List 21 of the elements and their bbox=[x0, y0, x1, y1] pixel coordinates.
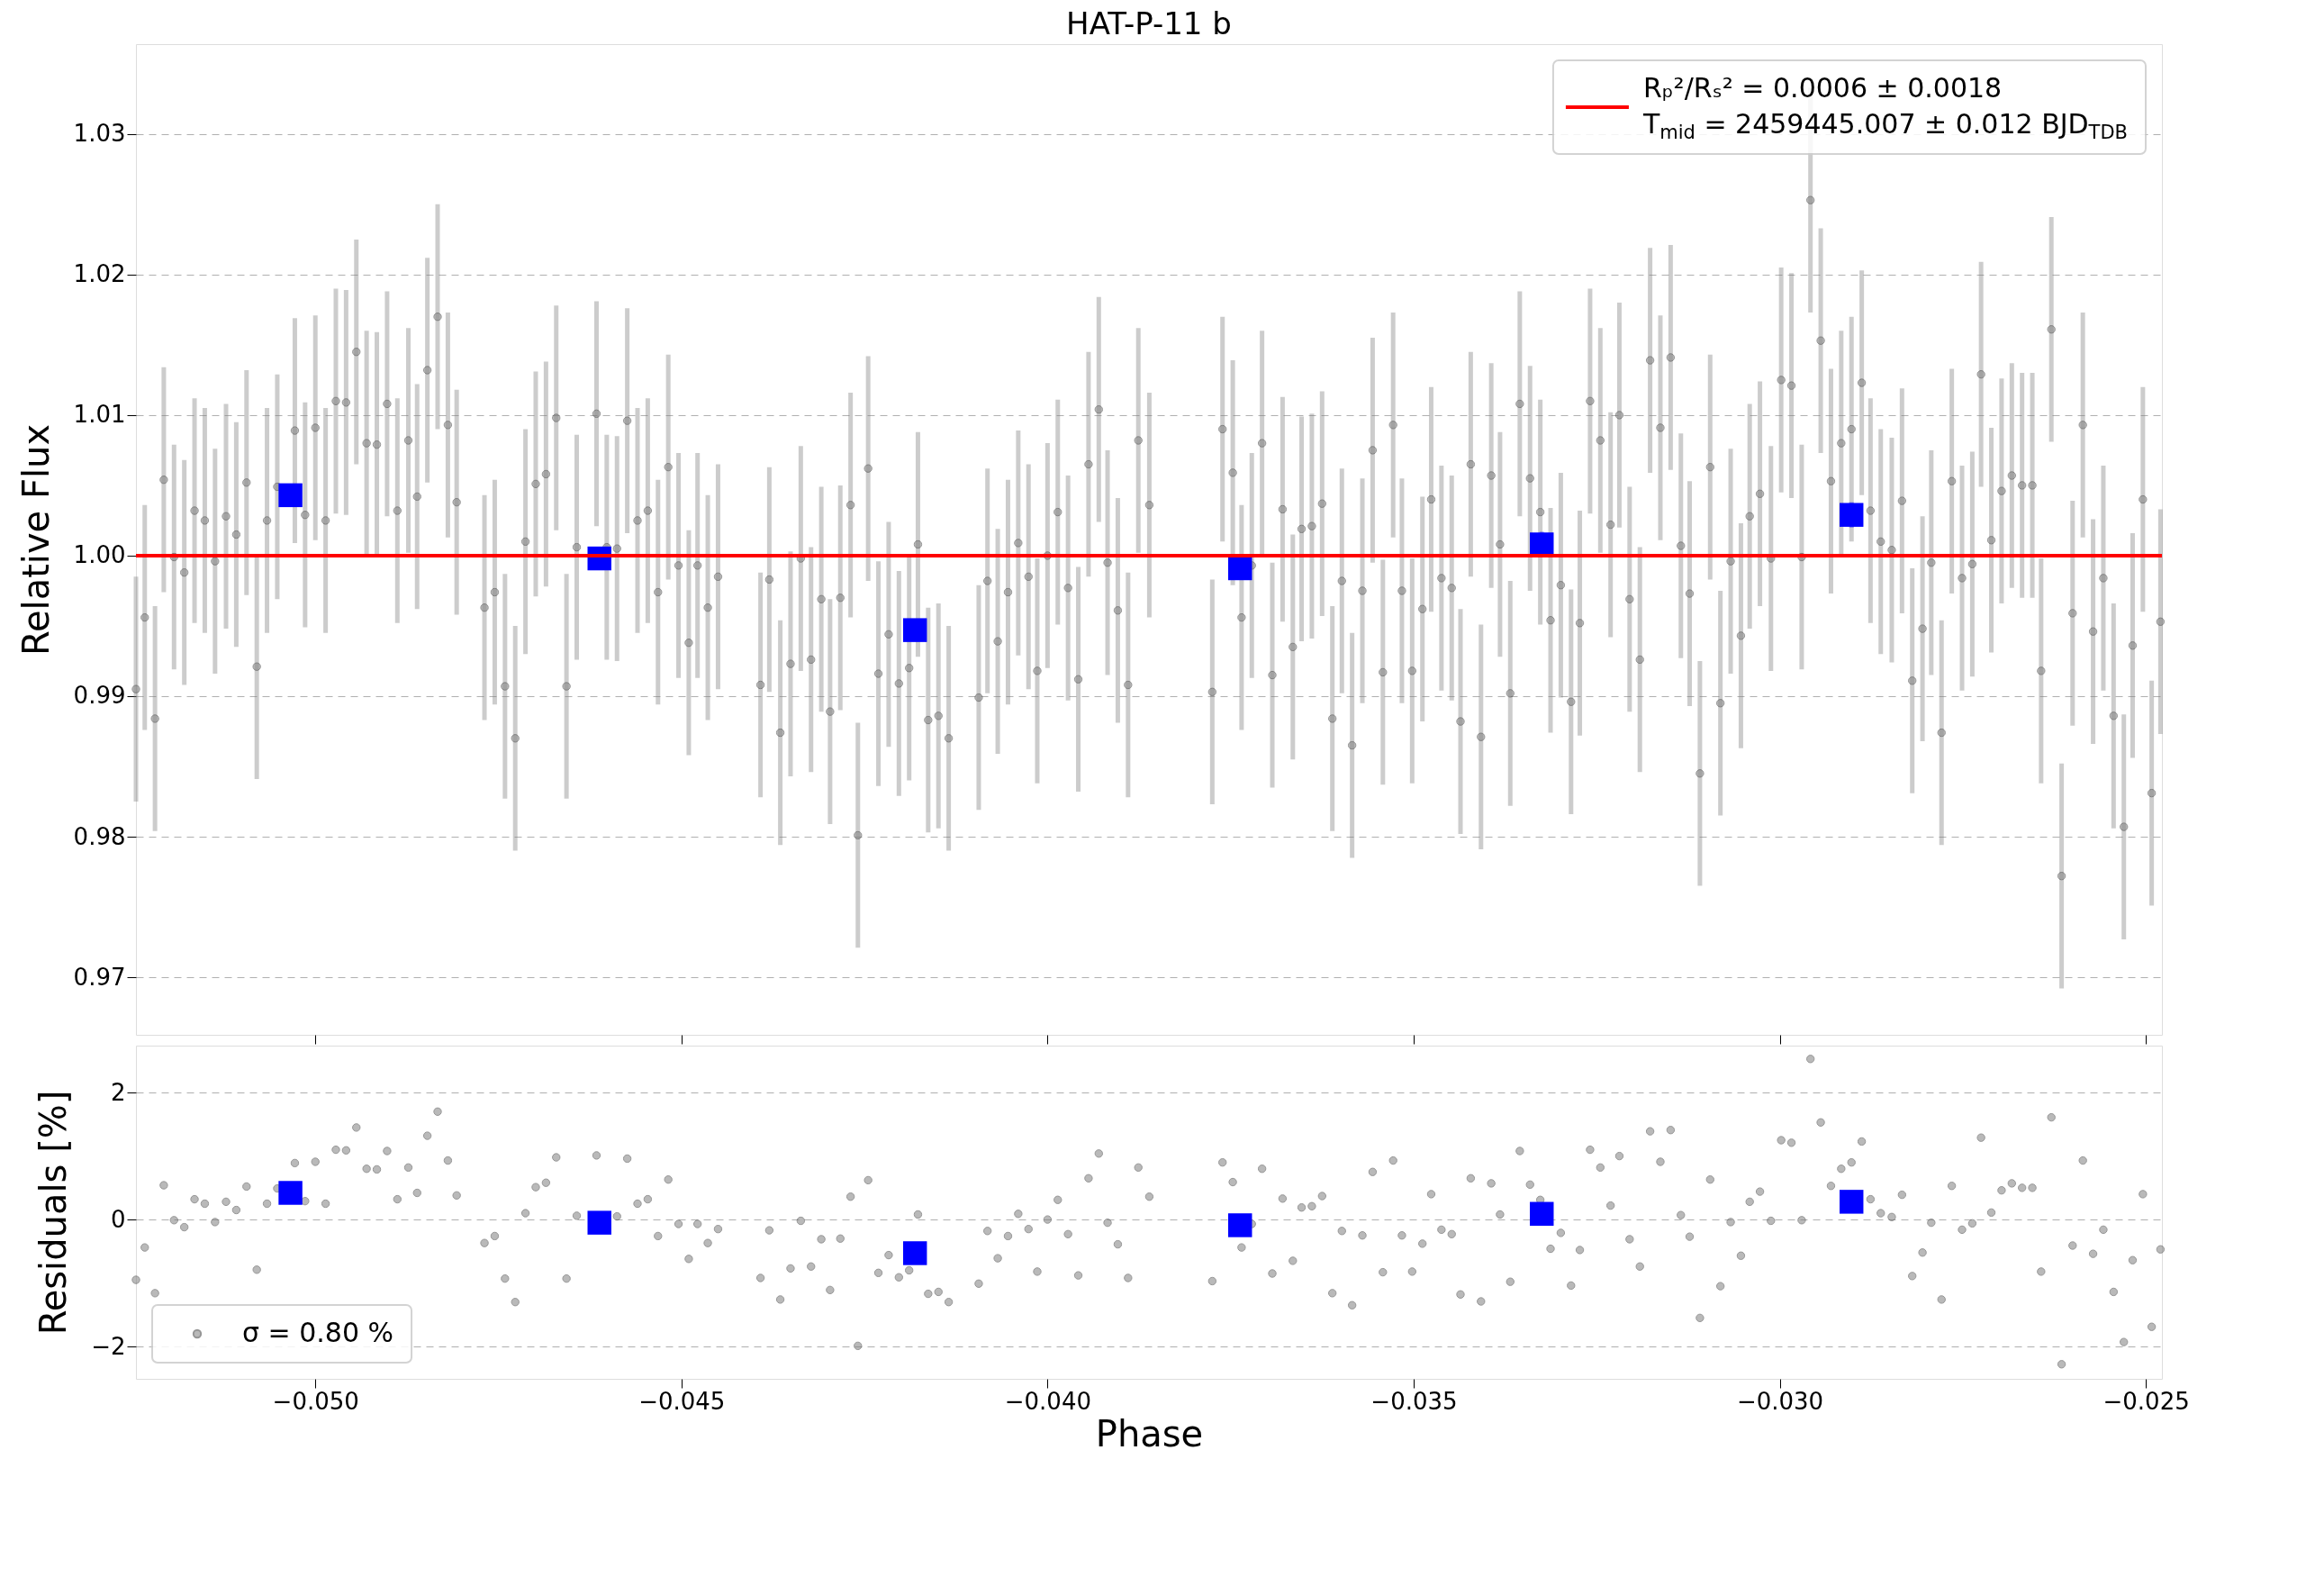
y-tick-label: 0 bbox=[110, 1205, 126, 1233]
x-tick-label: −0.040 bbox=[1004, 1387, 1091, 1415]
legend-label: σ = 0.80 % bbox=[242, 1317, 394, 1348]
y-tick-label: 0.97 bbox=[73, 963, 126, 991]
y-tick-label: 2 bbox=[110, 1078, 126, 1106]
y-tick-label: 0.98 bbox=[73, 822, 126, 850]
x-tick-label: −0.045 bbox=[638, 1387, 726, 1415]
y-tick-label: 1.00 bbox=[73, 541, 126, 569]
x-tick-label: −0.050 bbox=[272, 1387, 359, 1415]
y-axis-title: Relative Flux bbox=[14, 423, 57, 657]
y-tick-label: −2 bbox=[91, 1332, 126, 1360]
x-axis-title: Phase bbox=[1095, 1412, 1204, 1455]
x-tick-label: −0.025 bbox=[2102, 1387, 2190, 1415]
x-tick-label: −0.030 bbox=[1736, 1387, 1824, 1415]
x-tick-label: −0.035 bbox=[1370, 1387, 1458, 1415]
chart-title: HAT-P-11 b bbox=[1066, 5, 1232, 41]
y-tick-label: 1.01 bbox=[73, 401, 126, 429]
y-tick-label: 0.99 bbox=[73, 682, 126, 710]
y-tick-label: 1.02 bbox=[73, 260, 126, 288]
y-tick-label: 1.03 bbox=[73, 120, 126, 148]
y-axis-title: Residuals [%] bbox=[32, 1090, 75, 1336]
